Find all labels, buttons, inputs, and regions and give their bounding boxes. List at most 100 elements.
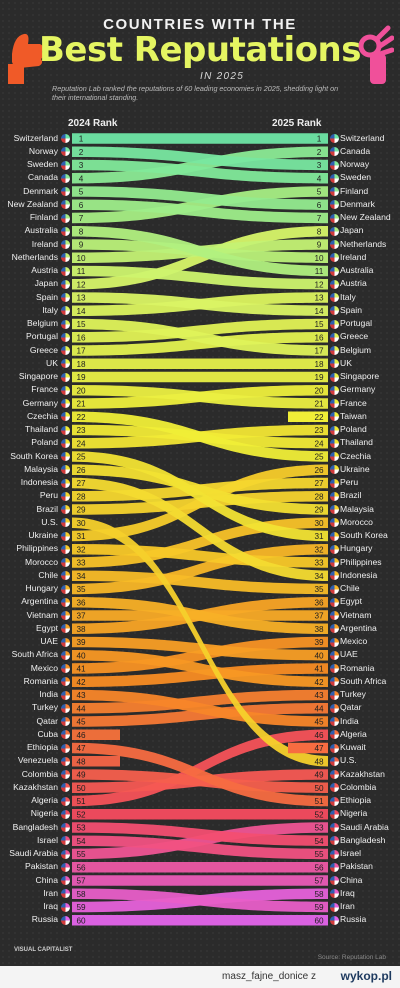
rank-2024-43: 43 bbox=[76, 691, 86, 700]
rank-2024-28: 28 bbox=[76, 492, 86, 501]
country-2025-philippines: Philippines bbox=[340, 556, 382, 567]
flag-icon bbox=[330, 452, 339, 461]
rank-2024-58: 58 bbox=[76, 890, 86, 899]
rank-2024-46: 46 bbox=[76, 731, 86, 740]
rank-2025-60: 60 bbox=[314, 916, 324, 925]
rank-2024-47: 47 bbox=[76, 744, 86, 753]
country-2025-turkey: Turkey bbox=[340, 689, 366, 699]
rank-2024-6: 6 bbox=[79, 201, 84, 210]
rank-2024-24: 24 bbox=[76, 439, 86, 448]
band-malaysia bbox=[72, 464, 328, 515]
rank-2025-29: 29 bbox=[314, 506, 324, 515]
flag-icon bbox=[330, 293, 339, 302]
country-2024-philippines: Philippines bbox=[16, 543, 58, 554]
rank-2025-17: 17 bbox=[314, 347, 324, 356]
flag-icon bbox=[330, 889, 339, 899]
rank-2025-36: 36 bbox=[314, 598, 324, 607]
band-denmark bbox=[72, 186, 328, 210]
flag-icon bbox=[330, 703, 339, 713]
flag-icon bbox=[61, 730, 70, 740]
country-2024-romania: Romania bbox=[23, 675, 58, 686]
flag-icon bbox=[330, 783, 339, 793]
rank-2025-49: 49 bbox=[314, 771, 324, 780]
site-logo[interactable]: wykop.pl bbox=[340, 969, 392, 983]
flag-icon bbox=[61, 213, 70, 223]
rank-2024-3: 3 bbox=[79, 161, 84, 170]
band-pakistan bbox=[72, 862, 328, 873]
rank-2025-33: 33 bbox=[314, 559, 324, 568]
country-2025-denmark: Denmark bbox=[340, 198, 375, 209]
band-venezuela bbox=[72, 756, 120, 767]
flag-icon bbox=[61, 770, 70, 779]
country-2024-mexico: Mexico bbox=[30, 662, 58, 673]
band-colombia bbox=[72, 769, 328, 793]
country-2024-iraq: Iraq bbox=[43, 901, 58, 911]
country-2025-italy: Italy bbox=[340, 291, 356, 302]
country-2024-brazil: Brazil bbox=[36, 503, 59, 514]
band-indonesia bbox=[72, 477, 328, 581]
flag-icon bbox=[61, 266, 70, 276]
country-2024-netherlands: Netherlands bbox=[11, 251, 58, 262]
country-2024-venezuela: Venezuela bbox=[17, 755, 58, 766]
country-2025-canada: Canada bbox=[340, 145, 371, 156]
rank-2024-25: 25 bbox=[76, 453, 86, 462]
rank-2024-23: 23 bbox=[76, 426, 86, 435]
rank-2025-30: 30 bbox=[314, 519, 324, 528]
country-2025-hungary: Hungary bbox=[340, 543, 373, 554]
rank-2025-16: 16 bbox=[314, 333, 324, 342]
flag-icon bbox=[61, 200, 70, 210]
band-romania bbox=[72, 663, 328, 687]
subtitle: Reputation Lab ranked the reputations of… bbox=[52, 84, 339, 102]
country-2024-saudi-arabia: Saudi Arabia bbox=[9, 848, 58, 858]
country-2025-netherlands: Netherlands bbox=[340, 238, 387, 249]
flag-icon bbox=[330, 147, 339, 157]
country-2025-thailand: Thailand bbox=[340, 437, 373, 448]
flag-icon bbox=[330, 253, 339, 263]
flag-icon bbox=[330, 717, 339, 726]
flag-icon bbox=[61, 796, 70, 806]
country-2025-spain: Spain bbox=[340, 304, 362, 315]
country-2025-india: India bbox=[340, 715, 359, 726]
country-2025-iran: Iran bbox=[340, 901, 355, 911]
country-2025-portugal: Portugal bbox=[340, 318, 373, 328]
rank-2024-48: 48 bbox=[76, 757, 86, 766]
band-france bbox=[72, 385, 328, 409]
rank-2025-50: 50 bbox=[314, 784, 324, 793]
country-2024-russia: Russia bbox=[31, 914, 58, 925]
flag-icon bbox=[330, 809, 339, 819]
flag-icon bbox=[61, 491, 70, 501]
country-2025-germany: Germany bbox=[340, 384, 376, 395]
country-2025-ukraine: Ukraine bbox=[340, 463, 370, 474]
country-2025-argentina: Argentina bbox=[340, 622, 377, 633]
rank-2025-6: 6 bbox=[317, 201, 322, 210]
rank-2024-10: 10 bbox=[76, 254, 86, 263]
country-2024-finland: Finland bbox=[29, 212, 58, 222]
country-2024-sweden: Sweden bbox=[26, 159, 58, 169]
country-2024-ethiopia: Ethiopia bbox=[26, 742, 58, 752]
band-algeria bbox=[72, 729, 328, 807]
country-2024-italy: Italy bbox=[42, 304, 58, 315]
uploader-name[interactable]: masz_fajne_donice z bbox=[222, 971, 316, 982]
country-2024-u-s: U.S. bbox=[41, 516, 58, 527]
rank-2025-43: 43 bbox=[314, 691, 324, 700]
band-new-zealand bbox=[72, 199, 328, 224]
rank-2025-2: 2 bbox=[317, 148, 322, 157]
country-2024-pakistan: Pakistan bbox=[25, 861, 58, 872]
country-2024-china: China bbox=[35, 874, 58, 885]
band-greece bbox=[72, 332, 328, 356]
country-2024-egypt: Egypt bbox=[36, 622, 58, 633]
country-2024-norway: Norway bbox=[28, 145, 58, 156]
flag-icon bbox=[61, 160, 70, 170]
flag-icon bbox=[61, 664, 70, 673]
country-2024-india: India bbox=[39, 689, 58, 699]
country-2024-kazakhstan: Kazakhstan bbox=[13, 781, 58, 792]
rank-2025-56: 56 bbox=[314, 863, 324, 872]
country-2024-portugal: Portugal bbox=[25, 331, 58, 342]
country-2024-belgium: Belgium bbox=[26, 318, 58, 328]
rank-2025-45: 45 bbox=[314, 718, 324, 727]
rank-2024-38: 38 bbox=[76, 625, 86, 634]
rank-2024-22: 22 bbox=[76, 413, 86, 422]
country-2025-singapore: Singapore bbox=[340, 371, 380, 381]
rank-2024-20: 20 bbox=[76, 386, 86, 395]
flag-icon bbox=[61, 518, 70, 528]
